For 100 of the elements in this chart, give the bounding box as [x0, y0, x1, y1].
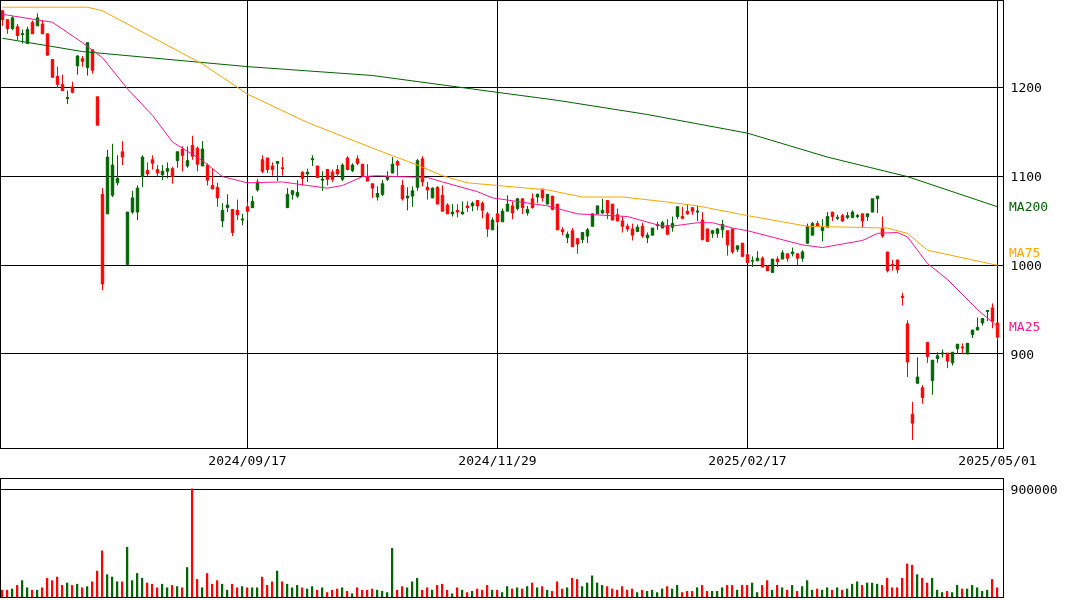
candlestick	[385, 170, 390, 182]
bar	[551, 591, 554, 597]
bar	[951, 592, 954, 597]
candlestick	[225, 193, 230, 213]
candlestick	[400, 179, 405, 202]
candlestick	[870, 198, 875, 213]
candlestick	[320, 170, 325, 192]
candlestick	[605, 200, 610, 220]
y-tick-label: 900000	[1010, 482, 1058, 498]
bar	[606, 586, 609, 597]
bar	[896, 587, 899, 597]
candlestick	[490, 216, 495, 231]
bar	[441, 583, 444, 597]
candlestick	[495, 213, 500, 226]
bar	[471, 591, 474, 597]
candlestick	[220, 202, 225, 228]
bar	[246, 587, 249, 597]
bar	[876, 583, 879, 597]
bar	[406, 587, 409, 597]
candlestick	[835, 214, 840, 221]
bar	[696, 587, 699, 597]
candlestick	[525, 205, 530, 217]
candlestick	[285, 187, 290, 209]
series-label: MA25	[1009, 319, 1041, 334]
bar	[941, 592, 944, 597]
bar	[721, 587, 724, 597]
candlestick	[70, 81, 75, 94]
candlestick	[40, 20, 45, 35]
bar	[541, 586, 544, 597]
candlestick	[170, 166, 175, 185]
candlestick	[980, 318, 985, 327]
bar	[26, 587, 29, 597]
line-series	[2, 13, 998, 327]
candlestick	[405, 186, 410, 211]
bar	[656, 592, 659, 597]
candlestick	[975, 317, 980, 331]
candlestick	[185, 145, 190, 169]
bar	[166, 587, 169, 597]
bar	[706, 591, 709, 597]
candlestick	[175, 151, 180, 169]
candlestick	[165, 161, 170, 179]
candlestick	[355, 154, 360, 166]
candlestick	[760, 255, 765, 268]
bar	[996, 587, 999, 597]
bar	[451, 593, 454, 597]
bar	[286, 583, 289, 597]
candlestick	[650, 227, 655, 236]
bar	[76, 583, 79, 597]
candlestick	[950, 351, 955, 367]
bar	[151, 583, 154, 597]
candlestick	[865, 213, 870, 222]
candlestick	[940, 349, 945, 359]
candlestick	[80, 55, 85, 68]
candlestick	[1, 10, 5, 27]
candlestick	[325, 169, 330, 186]
candlestick	[455, 203, 460, 218]
bar	[681, 592, 684, 597]
candlestick	[970, 329, 975, 339]
bar	[576, 579, 579, 597]
bar	[196, 579, 199, 597]
bar	[536, 587, 539, 597]
candlestick	[330, 169, 335, 183]
x-tick-label: 2024/11/29	[458, 452, 537, 468]
candlestick	[295, 179, 300, 199]
candlestick	[625, 223, 630, 233]
candlestick	[310, 154, 315, 167]
candlestick	[890, 259, 895, 272]
bar	[891, 587, 894, 597]
candlestick	[960, 342, 965, 355]
candlestick	[260, 154, 265, 174]
candlestick	[510, 200, 515, 220]
candlestick	[245, 201, 250, 221]
candlestick	[150, 154, 155, 171]
candlestick	[795, 253, 800, 266]
candlestick	[955, 343, 960, 355]
bar	[291, 587, 294, 597]
bar	[241, 586, 244, 597]
candlestick	[315, 165, 320, 178]
candlestick	[110, 143, 115, 198]
bar	[251, 587, 254, 597]
bar	[351, 593, 354, 597]
candlestick	[480, 200, 485, 219]
candlestick	[65, 90, 70, 105]
series-label: MA200	[1009, 199, 1049, 214]
candlestick	[905, 319, 910, 378]
y-tick-label: 1100	[1010, 169, 1042, 185]
candlestick	[990, 302, 995, 329]
bar	[691, 591, 694, 597]
series-label: MA75	[1009, 245, 1041, 260]
bar	[501, 592, 504, 597]
y-tick-label: 1200	[1010, 80, 1042, 96]
candlestick	[200, 140, 205, 167]
candlestick	[620, 216, 625, 233]
y-tick-label: 1000	[1010, 257, 1042, 273]
candlestick	[180, 145, 185, 172]
candlestick	[575, 238, 580, 255]
candlestick	[840, 213, 845, 223]
candlestick	[925, 341, 930, 364]
candlestick	[120, 140, 125, 166]
candlestick	[370, 183, 375, 199]
